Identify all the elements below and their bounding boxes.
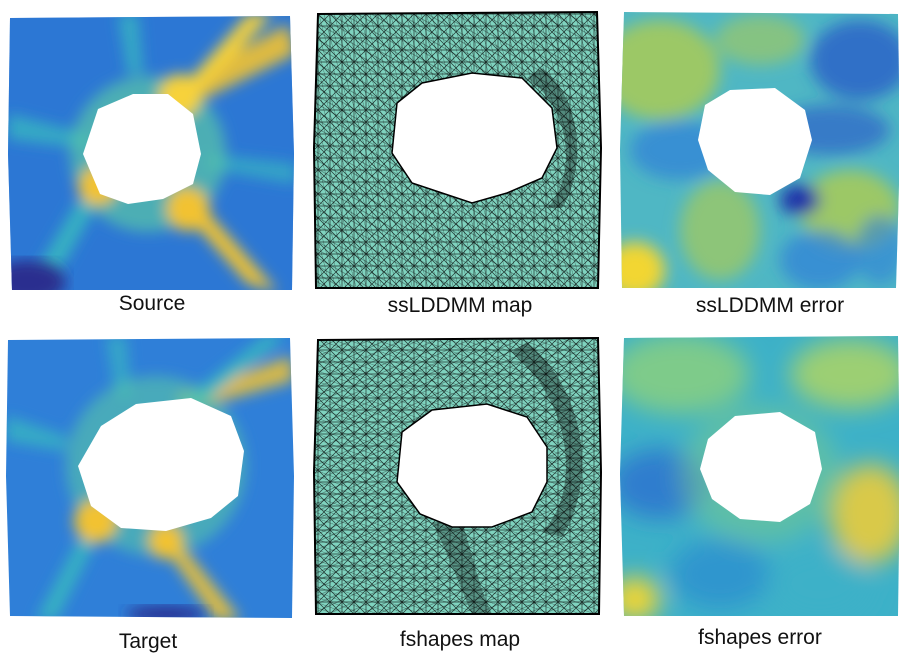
sslddmm-map-panel — [312, 8, 604, 292]
target-caption: Target — [118, 630, 178, 653]
fshapes-error-heatmap — [620, 336, 899, 616]
sslddmm-error-panel — [620, 10, 899, 292]
fshapes-mesh — [312, 336, 603, 615]
source-panel — [8, 14, 296, 292]
fshapes-map-panel — [312, 332, 604, 618]
sslddmm-map-caption: ssLDDMM map — [387, 294, 533, 317]
sslddmm-mesh — [312, 10, 603, 289]
target-panel — [6, 336, 296, 620]
fshapes-map-caption: fshapes map — [399, 628, 521, 651]
fshapes-error-caption: fshapes error — [698, 626, 822, 649]
source-heatmap — [8, 16, 294, 290]
sslddmm-error-heatmap — [620, 12, 899, 288]
source-caption: Source — [118, 292, 186, 315]
fshapes-error-panel — [620, 334, 899, 618]
sslddmm-error-caption: ssLDDMM error — [695, 294, 845, 317]
target-heatmap — [6, 338, 294, 618]
